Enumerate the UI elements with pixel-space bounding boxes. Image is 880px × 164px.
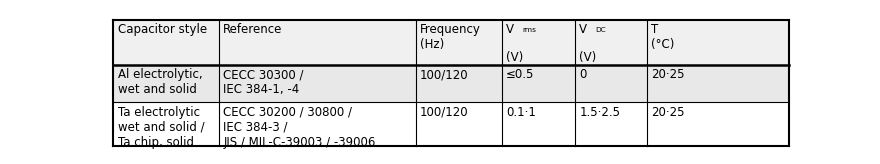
Bar	[647, 64, 788, 102]
Bar	[219, 102, 415, 146]
Text: V: V	[506, 23, 514, 36]
Text: 1.5·2.5: 1.5·2.5	[579, 106, 620, 119]
Text: 100/120: 100/120	[420, 106, 468, 119]
Bar	[415, 102, 502, 146]
Bar	[502, 102, 576, 146]
Bar	[502, 20, 576, 64]
Text: rms: rms	[522, 27, 536, 33]
Text: (V): (V)	[579, 51, 597, 64]
Bar	[114, 20, 219, 64]
Text: ≤0.5: ≤0.5	[506, 68, 535, 81]
Text: T
(°C): T (°C)	[651, 23, 674, 51]
Text: Capacitor style: Capacitor style	[118, 23, 207, 36]
Bar	[415, 20, 502, 64]
Text: Ta electrolytic
wet and solid /
Ta chip, solid: Ta electrolytic wet and solid / Ta chip,…	[118, 106, 204, 149]
Text: 0: 0	[579, 68, 587, 81]
Text: CECC 30300 /
IEC 384-1, -4: CECC 30300 / IEC 384-1, -4	[224, 68, 304, 96]
Bar	[219, 20, 415, 64]
Text: 20·25: 20·25	[651, 68, 685, 81]
Bar	[415, 64, 502, 102]
Text: (V): (V)	[506, 51, 524, 64]
Text: Al electrolytic,
wet and solid: Al electrolytic, wet and solid	[118, 68, 202, 96]
Text: 20·25: 20·25	[651, 106, 685, 119]
Bar	[576, 102, 647, 146]
Bar	[114, 102, 219, 146]
Bar	[576, 20, 647, 64]
Text: 100/120: 100/120	[420, 68, 468, 81]
Bar	[647, 20, 788, 64]
Bar	[576, 64, 647, 102]
Text: Frequency
(Hz): Frequency (Hz)	[420, 23, 480, 51]
Text: V: V	[579, 23, 587, 36]
Bar	[502, 64, 576, 102]
Text: DC: DC	[595, 27, 605, 33]
Text: Reference: Reference	[224, 23, 282, 36]
Bar	[114, 64, 219, 102]
Bar	[219, 64, 415, 102]
Text: 0.1·1: 0.1·1	[506, 106, 536, 119]
Text: CECC 30200 / 30800 /
IEC 384-3 /
JIS / MIL-C-39003 / -39006: CECC 30200 / 30800 / IEC 384-3 / JIS / M…	[224, 106, 376, 149]
Bar	[647, 102, 788, 146]
